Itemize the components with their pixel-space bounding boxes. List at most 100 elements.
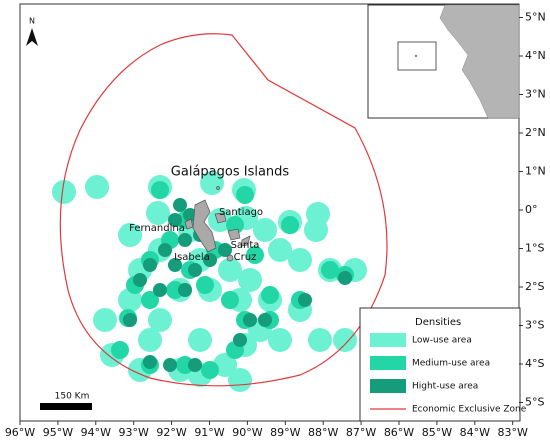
density-blob — [143, 258, 157, 272]
density-blob — [338, 271, 352, 285]
density-blob — [201, 361, 219, 379]
lon-tick-label: 85°W — [422, 426, 452, 439]
lon-tick-label: 93°W — [119, 426, 149, 439]
lat-tick-label: 4°S — [525, 357, 544, 370]
density-blob — [176, 356, 194, 374]
density-blob — [133, 273, 147, 287]
density-blob — [288, 248, 312, 272]
density-blob — [118, 223, 142, 247]
legend-swatch — [370, 356, 406, 370]
density-blob — [253, 218, 277, 242]
lon-tick-label: 96°W — [5, 426, 35, 439]
lat-tick-label: 3°N — [525, 88, 546, 101]
legend: Densities Low-use area Medium-use area Hig… — [359, 307, 527, 422]
density-blob — [52, 180, 76, 204]
santa-cruz-island — [227, 228, 241, 241]
lat-tick-label: 4°N — [525, 49, 546, 62]
density-blob — [268, 238, 292, 262]
density-blob — [203, 253, 217, 267]
isabela-island — [192, 199, 217, 253]
legend-label: Hight-use area — [412, 382, 478, 392]
density-blob — [236, 186, 254, 204]
density-blob — [308, 328, 332, 352]
lat-tick-label: 2°N — [525, 126, 546, 139]
lon-tick-label: 95°W — [43, 426, 73, 439]
density-blob — [141, 291, 159, 309]
density-blob — [226, 216, 244, 234]
place-label: Santiago — [219, 207, 263, 218]
density-blob — [146, 201, 170, 225]
density-blob — [243, 313, 257, 327]
density-blob — [153, 283, 167, 297]
density-blob — [85, 175, 109, 199]
density-blob — [281, 216, 299, 234]
lat-tick-label: 1°N — [525, 165, 546, 178]
islet — [216, 186, 220, 190]
density-blob — [333, 328, 357, 352]
lon-tick-label: 89°W — [270, 426, 300, 439]
lon-tick-label: 83°W — [498, 426, 528, 439]
density-blob — [168, 258, 182, 272]
fernandina-island — [184, 218, 194, 230]
density-blob — [188, 358, 202, 372]
scale-label: 150 Km — [55, 392, 90, 402]
density-blob — [166, 281, 184, 299]
density-blob — [298, 293, 312, 307]
legend-title: Densities — [415, 317, 461, 328]
legend-label: Economic Exclusive Zone — [412, 405, 527, 415]
density-blob — [233, 333, 247, 347]
lat-tick-label: 1°S — [525, 242, 544, 255]
density-blob — [178, 283, 192, 297]
density-blob — [188, 328, 212, 352]
density-blob — [196, 276, 214, 294]
density-blob — [268, 328, 292, 352]
legend-label: Medium-use area — [412, 359, 490, 369]
lon-tick-label: 84°W — [460, 426, 490, 439]
inset-extent — [397, 41, 437, 71]
place-label: Fernandina — [129, 223, 185, 234]
density-blob — [148, 308, 172, 332]
inset-islands — [414, 54, 418, 58]
place-label: Isabela — [174, 252, 210, 263]
density-blob — [258, 313, 272, 327]
axes: 96°W 95°W 94°W 93°W 92°W 91°W 90°W 89°W 88°W 87°W… — [5, 11, 546, 440]
lon-tick-label: 92°W — [156, 426, 186, 439]
eez-outline — [59, 33, 388, 387]
lon-tick-label: 88°W — [308, 426, 338, 439]
region-title: Galápagos Islands — [171, 165, 290, 180]
density-blob — [173, 198, 187, 212]
density-blob — [178, 233, 192, 247]
lat-tick-label: 0° — [525, 203, 538, 216]
san-cristobal-island — [240, 235, 251, 247]
density-blob — [123, 313, 137, 327]
lat-tick-label: 2°S — [525, 280, 544, 293]
lon-tick-label: 90°W — [232, 426, 262, 439]
density-blob — [158, 243, 172, 257]
density-blob — [304, 218, 328, 242]
density-blob — [143, 355, 157, 369]
place-label: Cruz — [234, 252, 257, 263]
lon-tick-label: 87°W — [346, 426, 376, 439]
lon-tick-label: 86°W — [384, 426, 414, 439]
density-blob — [321, 261, 339, 279]
density-layer — [52, 171, 367, 392]
density-blob — [168, 213, 182, 227]
density-blob — [228, 368, 252, 392]
density-blob — [118, 288, 142, 312]
lat-tick-label: 5°N — [525, 11, 546, 24]
density-blob — [163, 358, 177, 372]
lat-tick-label: 3°S — [525, 319, 544, 332]
density-blob — [188, 263, 202, 277]
scale-bar — [40, 403, 92, 410]
legend-label: Low-use area — [412, 336, 472, 346]
legend-swatch — [370, 379, 406, 393]
floreana-island — [226, 254, 234, 262]
lon-tick-label: 94°W — [81, 426, 111, 439]
density-blob — [93, 308, 117, 332]
santiago-island — [214, 212, 227, 224]
inset-map — [367, 4, 520, 119]
density-blob — [218, 243, 232, 257]
density-blob — [218, 258, 242, 282]
density-blob — [138, 328, 162, 352]
density-blob — [213, 353, 237, 377]
